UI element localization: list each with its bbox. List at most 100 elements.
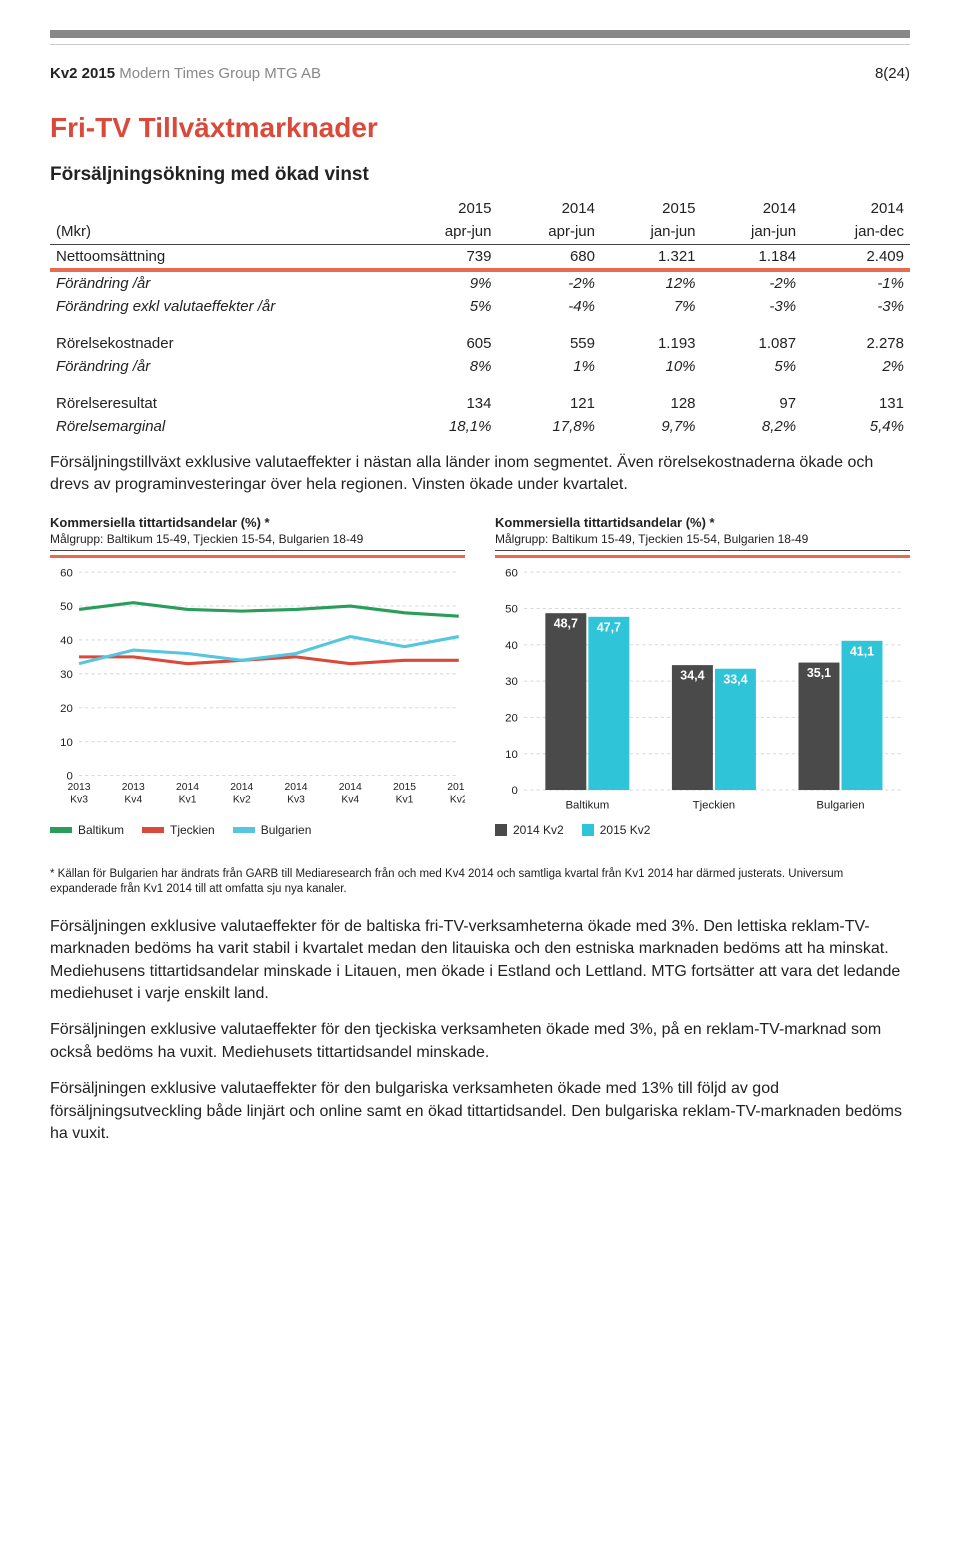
cell: 128	[601, 392, 702, 415]
col-period: apr-jun	[394, 220, 497, 245]
svg-text:Baltikum: Baltikum	[565, 799, 609, 811]
cell: 134	[394, 392, 497, 415]
cell: 10%	[601, 355, 702, 378]
financial-table: 2015 2014 2015 2014 2014 (Mkr) apr-jun a…	[50, 194, 910, 438]
sub-heading: Försäljningsökning med ökad vinst	[50, 164, 910, 186]
svg-text:2015: 2015	[393, 782, 416, 793]
svg-text:Kv2: Kv2	[233, 794, 251, 805]
cell: -2%	[497, 270, 600, 295]
svg-text:2013: 2013	[68, 782, 91, 793]
svg-text:0: 0	[511, 785, 517, 797]
cell: 7%	[601, 295, 702, 318]
svg-text:30: 30	[60, 669, 73, 681]
line-chart-box: Kommersiella tittartidsandelar (%) * Mål…	[50, 515, 465, 837]
row-label-header	[50, 194, 394, 220]
cell: 559	[497, 332, 600, 355]
cell: 131	[802, 392, 910, 415]
cell: 9%	[394, 270, 497, 295]
col-year: 2015	[601, 194, 702, 220]
row-label: Förändring /år	[50, 270, 394, 295]
cell: 8,2%	[702, 415, 803, 438]
cell: 8%	[394, 355, 497, 378]
cell: 2%	[802, 355, 910, 378]
body-paragraph-2: Försäljningen exklusive valutaeffekter f…	[50, 916, 910, 1006]
col-year: 2015	[394, 194, 497, 220]
svg-text:Kv4: Kv4	[341, 794, 359, 805]
chart-subtitle: Målgrupp: Baltikum 15-49, Tjeckien 15-54…	[495, 532, 910, 551]
svg-text:Kv3: Kv3	[287, 794, 305, 805]
table-row: Rörelsemarginal18,1%17,8%9,7%8,2%5,4%	[50, 415, 910, 438]
table-header-periods: (Mkr) apr-jun apr-jun jan-jun jan-jun ja…	[50, 220, 910, 245]
chart-title: Kommersiella tittartidsandelar (%) *	[50, 515, 465, 530]
svg-text:Kv4: Kv4	[124, 794, 142, 805]
col-year: 2014	[702, 194, 803, 220]
cell: 2.278	[802, 332, 910, 355]
svg-text:Tjeckien: Tjeckien	[693, 799, 735, 811]
body-paragraph-3: Försäljningen exklusive valutaeffekter f…	[50, 1019, 910, 1064]
legend-item: 2015 Kv2	[582, 823, 651, 837]
svg-text:41,1: 41,1	[850, 644, 874, 658]
svg-text:10: 10	[60, 737, 73, 749]
cell: -3%	[702, 295, 803, 318]
row-label: Förändring exkl valutaeffekter /år	[50, 295, 394, 318]
quarter: Kv2 2015	[50, 65, 115, 82]
chart-subtitle: Målgrupp: Baltikum 15-49, Tjeckien 15-54…	[50, 532, 465, 551]
row-label: Förändring /år	[50, 355, 394, 378]
chart-accent-rule	[50, 555, 465, 558]
company-name: Modern Times Group MTG AB	[119, 65, 321, 82]
svg-text:60: 60	[60, 568, 73, 579]
svg-text:33,4: 33,4	[723, 672, 747, 686]
svg-text:40: 40	[60, 635, 73, 647]
cell: 5%	[394, 295, 497, 318]
col-period: jan-jun	[601, 220, 702, 245]
legend-item: Bulgarien	[233, 823, 312, 837]
svg-text:Kv1: Kv1	[179, 794, 197, 805]
svg-text:Kv3: Kv3	[70, 794, 88, 805]
footnote: * Källan för Bulgarien har ändrats från …	[50, 867, 910, 898]
section-title: Fri-TV Tillväxtmarknader	[50, 112, 910, 144]
table-row	[50, 318, 910, 332]
cell: 1.184	[702, 245, 803, 271]
svg-text:2015: 2015	[447, 782, 465, 793]
cell: 5%	[702, 355, 803, 378]
line-chart: 01020304050602013Kv32013Kv42014Kv12014Kv…	[50, 568, 465, 817]
cell: 97	[702, 392, 803, 415]
cell: 739	[394, 245, 497, 271]
cell: 121	[497, 392, 600, 415]
legend-item: Baltikum	[50, 823, 124, 837]
row-label: Rörelsemarginal	[50, 415, 394, 438]
col-year: 2014	[802, 194, 910, 220]
top-rule-thin	[50, 44, 910, 45]
body-paragraph-1: Försäljningstillväxt exklusive valutaeff…	[50, 452, 910, 497]
cell: 1.087	[702, 332, 803, 355]
page-number: 8(24)	[875, 65, 910, 82]
cell: 605	[394, 332, 497, 355]
table-row: Rörelsekostnader6055591.1931.0872.278	[50, 332, 910, 355]
cell: -2%	[702, 270, 803, 295]
svg-text:0: 0	[66, 770, 72, 782]
svg-text:20: 20	[505, 712, 518, 724]
chart-accent-rule	[495, 555, 910, 558]
bar-chart-legend: 2014 Kv22015 Kv2	[495, 823, 910, 837]
cell: -3%	[802, 295, 910, 318]
cell: 1.321	[601, 245, 702, 271]
svg-text:60: 60	[505, 568, 518, 579]
svg-text:34,4: 34,4	[680, 668, 704, 682]
page-header: Kv2 2015 Modern Times Group MTG AB 8(24)	[50, 65, 910, 82]
body-paragraph-4: Försäljningen exklusive valutaeffekter f…	[50, 1078, 910, 1145]
svg-text:20: 20	[60, 703, 73, 715]
table-row: Nettoomsättning7396801.3211.1842.409	[50, 245, 910, 271]
row-label-header: (Mkr)	[50, 220, 394, 245]
cell: 12%	[601, 270, 702, 295]
top-rule	[50, 30, 910, 38]
table-row: Förändring exkl valutaeffekter /år5%-4%7…	[50, 295, 910, 318]
svg-text:2014: 2014	[230, 782, 253, 793]
svg-text:50: 50	[505, 603, 518, 615]
bar-chart: 0102030405060Baltikum48,747,7Tjeckien34,…	[495, 568, 910, 817]
cell: 2.409	[802, 245, 910, 271]
svg-text:2014: 2014	[176, 782, 199, 793]
svg-text:Kv2: Kv2	[450, 794, 465, 805]
table-header-years: 2015 2014 2015 2014 2014	[50, 194, 910, 220]
cell: 17,8%	[497, 415, 600, 438]
svg-text:2014: 2014	[339, 782, 362, 793]
